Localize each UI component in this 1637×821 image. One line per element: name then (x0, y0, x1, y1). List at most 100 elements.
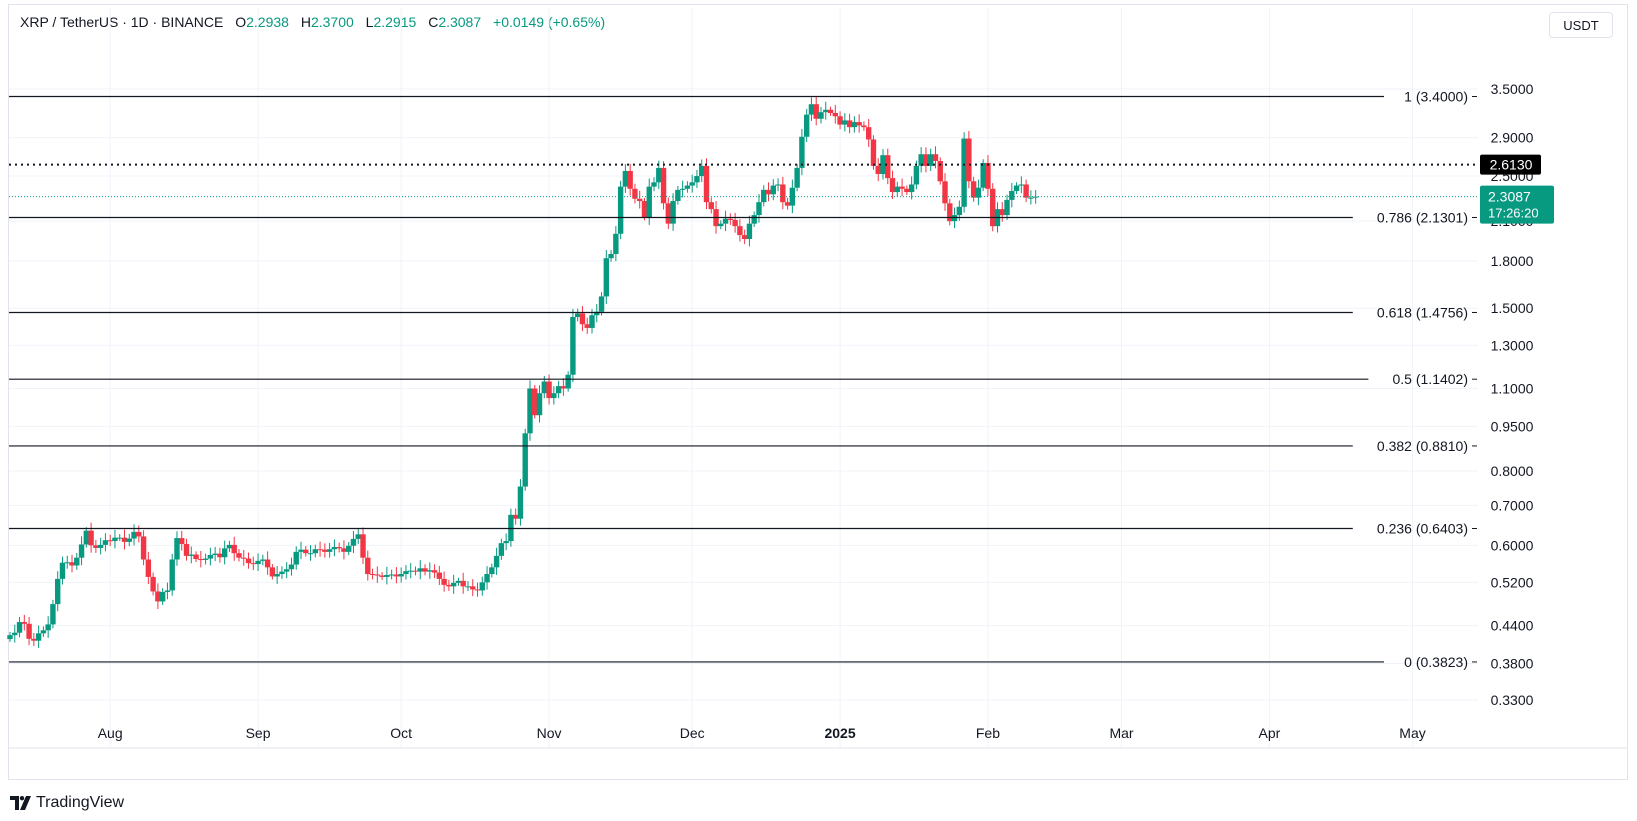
candle[interactable] (393, 574, 400, 577)
candle[interactable] (937, 160, 943, 182)
candle[interactable] (980, 162, 986, 188)
candle[interactable] (322, 549, 328, 552)
candle[interactable] (703, 165, 710, 203)
candle[interactable] (603, 258, 610, 297)
candle[interactable] (570, 317, 576, 375)
candle[interactable] (708, 202, 714, 210)
candle[interactable] (341, 548, 347, 552)
candle[interactable] (470, 586, 476, 590)
candle[interactable] (536, 393, 543, 416)
candle[interactable] (770, 185, 776, 195)
candle[interactable] (479, 582, 485, 591)
candle[interactable] (465, 586, 471, 588)
candle[interactable] (360, 534, 366, 558)
candle[interactable] (846, 120, 853, 128)
candle[interactable] (436, 572, 443, 579)
candle[interactable] (1018, 184, 1025, 186)
candle[interactable] (784, 202, 791, 206)
candle[interactable] (913, 165, 920, 185)
candle[interactable] (794, 167, 800, 188)
candle[interactable] (861, 125, 867, 128)
candle[interactable] (775, 184, 781, 186)
candle[interactable] (675, 189, 681, 202)
candle[interactable] (117, 537, 123, 539)
candle[interactable] (966, 138, 972, 182)
candle[interactable] (951, 215, 958, 222)
candle[interactable] (374, 574, 381, 576)
candle[interactable] (355, 534, 361, 539)
candle[interactable] (412, 570, 419, 572)
candle[interactable] (546, 381, 552, 399)
candle[interactable] (656, 167, 662, 183)
candle[interactable] (279, 571, 285, 575)
candle[interactable] (431, 570, 438, 573)
candle[interactable] (45, 624, 51, 631)
candle[interactable] (260, 559, 266, 561)
candle[interactable] (212, 553, 218, 555)
candle[interactable] (737, 226, 743, 236)
candle[interactable] (856, 122, 862, 126)
candle[interactable] (746, 223, 753, 240)
candle[interactable] (455, 580, 462, 583)
candle[interactable] (150, 576, 156, 592)
candle[interactable] (50, 604, 56, 625)
candle[interactable] (670, 201, 676, 224)
candle[interactable] (112, 537, 118, 542)
candle[interactable] (398, 574, 404, 577)
candle[interactable] (594, 311, 600, 316)
candle[interactable] (999, 209, 1005, 216)
candle[interactable] (627, 170, 633, 189)
candle[interactable] (317, 549, 323, 551)
candle[interactable] (379, 575, 385, 577)
candle[interactable] (589, 315, 595, 328)
candle[interactable] (489, 567, 495, 575)
candle[interactable] (679, 188, 686, 190)
candle[interactable] (827, 109, 834, 113)
candle[interactable] (718, 223, 724, 227)
candle[interactable] (236, 553, 242, 558)
candle[interactable] (837, 116, 843, 125)
candle[interactable] (331, 547, 338, 550)
candle[interactable] (765, 189, 772, 195)
candle[interactable] (69, 562, 75, 566)
candle[interactable] (555, 386, 562, 394)
candle[interactable] (928, 154, 934, 166)
candle[interactable] (169, 559, 175, 591)
candle[interactable] (336, 547, 342, 549)
candle[interactable] (579, 313, 586, 325)
candle[interactable] (823, 109, 829, 113)
candle[interactable] (55, 578, 61, 605)
candle[interactable] (918, 154, 924, 166)
candle[interactable] (803, 114, 810, 137)
candle[interactable] (350, 538, 357, 546)
candle[interactable] (7, 635, 13, 640)
candle[interactable] (441, 578, 447, 585)
candle[interactable] (818, 112, 824, 119)
candle[interactable] (408, 570, 414, 572)
candle[interactable] (283, 569, 290, 572)
candle[interactable] (684, 185, 691, 189)
candle[interactable] (832, 112, 838, 117)
candle[interactable] (298, 549, 304, 552)
candle[interactable] (761, 189, 767, 203)
candle[interactable] (498, 543, 505, 556)
candle[interactable] (551, 393, 557, 399)
candle[interactable] (245, 558, 252, 564)
candle[interactable] (522, 433, 528, 487)
candle[interactable] (288, 564, 295, 570)
candle[interactable] (851, 122, 858, 128)
candle[interactable] (207, 554, 214, 559)
candle[interactable] (532, 388, 538, 416)
candle[interactable] (188, 554, 194, 556)
candle[interactable] (751, 215, 757, 224)
candle[interactable] (140, 536, 147, 560)
candle[interactable] (74, 557, 80, 566)
candle[interactable] (560, 386, 567, 389)
candle[interactable] (808, 104, 815, 115)
candle[interactable] (365, 557, 371, 575)
candle[interactable] (93, 545, 99, 548)
candle[interactable] (799, 136, 805, 168)
candle[interactable] (660, 167, 667, 204)
candle[interactable] (870, 139, 877, 166)
candle[interactable] (16, 622, 23, 633)
